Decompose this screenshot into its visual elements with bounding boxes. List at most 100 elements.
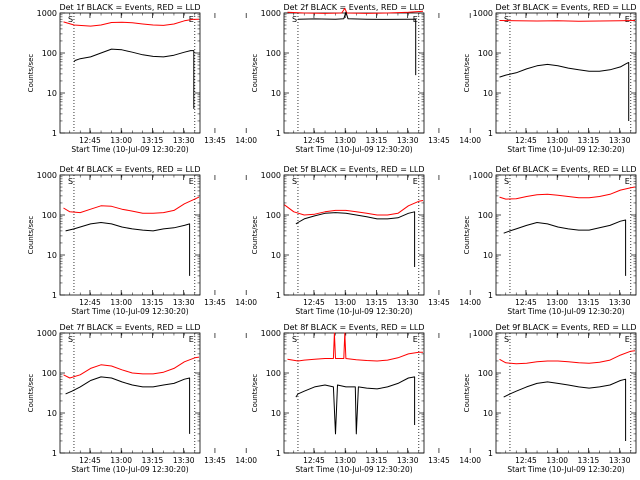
x-axis-label: Start Time (10-Jul-09 12:30:20): [295, 145, 412, 154]
start-marker-label: S: [68, 335, 73, 344]
start-marker-label: S: [292, 15, 297, 24]
y-tick-label: 1: [52, 449, 57, 458]
x-tick-label: 13:30: [397, 298, 419, 307]
plot-frame: [495, 332, 637, 454]
x-tick-label: 12:45: [79, 136, 101, 145]
x-tick-label: 12:45: [515, 456, 537, 465]
plot-frame: [495, 174, 637, 296]
end-marker-label: E: [625, 15, 630, 24]
x-tick-label: 13:15: [366, 456, 388, 465]
y-tick-label: 1000: [473, 9, 493, 18]
end-marker-label: E: [189, 177, 194, 186]
panel-8: Det 8f BLACK = Events, RED = LLD 1 10 100 10…: [251, 323, 481, 474]
panel-3: Det 3f BLACK = Events, RED = LLD 1 10 100 10…: [463, 3, 637, 154]
panel-title: Det 9f BLACK = Events, RED = LLD: [495, 323, 636, 332]
series-events: [295, 211, 416, 267]
x-tick-label: 12:45: [515, 136, 537, 145]
x-tick-label: 13:00: [546, 136, 568, 145]
start-marker-label: S: [68, 15, 73, 24]
y-tick-label: 1000: [37, 9, 57, 18]
y-tick-label: 100: [478, 211, 493, 220]
x-tick-label: 13:00: [546, 456, 568, 465]
series-events: [73, 48, 195, 109]
end-marker-label: E: [625, 335, 630, 344]
plot-frame: [59, 12, 201, 134]
x-tick-label: 13:45: [204, 136, 226, 145]
y-axis-label: Counts/sec: [463, 216, 471, 255]
panel-title: Det 1f BLACK = Events, RED = LLD: [59, 3, 200, 12]
x-tick-label: 13:00: [334, 298, 356, 307]
panel-title: Det 5f BLACK = Events, RED = LLD: [283, 165, 424, 174]
start-marker-label: S: [292, 335, 297, 344]
series-lld: [287, 7, 424, 14]
x-tick-label: 12:45: [303, 456, 325, 465]
y-tick-label: 10: [483, 89, 493, 98]
y-tick-label: 100: [42, 49, 57, 58]
y-tick-label: 1: [276, 291, 281, 300]
x-tick-label: 14:00: [235, 456, 257, 465]
y-tick-label: 1000: [261, 9, 281, 18]
y-tick-label: 1000: [261, 171, 281, 180]
x-tick-label: 14:00: [459, 456, 481, 465]
series-events: [503, 219, 627, 276]
y-axis-label: Counts/sec: [463, 374, 471, 413]
x-tick-label: 13:30: [397, 456, 419, 465]
x-axis-label: Start Time (10-Jul-09 12:30:20): [71, 307, 188, 316]
x-tick-label: 13:00: [110, 298, 132, 307]
y-tick-label: 10: [483, 251, 493, 260]
series-events: [503, 378, 627, 441]
panel-title: Det 8f BLACK = Events, RED = LLD: [283, 323, 424, 332]
series-lld: [287, 332, 423, 362]
y-tick-label: 100: [478, 369, 493, 378]
y-tick-label: 1: [488, 449, 493, 458]
start-marker-label: S: [68, 177, 73, 186]
y-tick-label: 1000: [473, 171, 493, 180]
y-tick-label: 100: [266, 49, 281, 58]
plot-frame: [59, 174, 201, 296]
y-tick-label: 1000: [37, 171, 57, 180]
x-tick-label: 14:00: [235, 136, 257, 145]
x-tick-label: 13:15: [578, 298, 600, 307]
x-tick-label: 12:45: [79, 298, 101, 307]
y-tick-label: 1000: [261, 329, 281, 338]
y-axis-label: Counts/sec: [251, 374, 259, 413]
y-axis-label: Counts/sec: [27, 374, 35, 413]
panel-title: Det 4f BLACK = Events, RED = LLD: [59, 165, 200, 174]
series-events: [297, 11, 417, 76]
x-tick-label: 13:45: [428, 298, 450, 307]
series-events: [499, 62, 630, 121]
panel-6: Det 6f BLACK = Events, RED = LLD 1 10 100 10…: [463, 165, 637, 316]
end-marker-label: E: [189, 335, 194, 344]
y-tick-label: 10: [271, 89, 281, 98]
x-tick-label: 13:15: [366, 298, 388, 307]
x-tick-label: 13:45: [428, 136, 450, 145]
y-tick-label: 100: [266, 369, 281, 378]
x-tick-label: 13:30: [173, 298, 195, 307]
panel-9: Det 9f BLACK = Events, RED = LLD 1 10 100 10…: [463, 323, 637, 474]
series-lld: [499, 186, 636, 200]
x-tick-label: 13:00: [334, 136, 356, 145]
plot-frame: [283, 332, 425, 454]
x-tick-label: 13:00: [546, 298, 568, 307]
end-marker-label: E: [413, 335, 418, 344]
x-tick-label: 14:00: [235, 298, 257, 307]
x-tick-label: 12:45: [303, 298, 325, 307]
panel-title: Det 2f BLACK = Events, RED = LLD: [283, 3, 424, 12]
panel-5: Det 5f BLACK = Events, RED = LLD 1 10 100 10…: [251, 165, 481, 316]
x-tick-label: 13:00: [110, 136, 132, 145]
x-tick-label: 13:45: [204, 456, 226, 465]
series-events: [295, 376, 416, 435]
y-tick-label: 1: [488, 291, 493, 300]
end-marker-label: E: [413, 177, 418, 186]
y-tick-label: 10: [271, 409, 281, 418]
y-tick-label: 100: [42, 211, 57, 220]
x-tick-label: 12:45: [515, 298, 537, 307]
start-marker-label: S: [504, 15, 509, 24]
y-axis-label: Counts/sec: [27, 54, 35, 93]
y-tick-label: 1000: [473, 329, 493, 338]
x-tick-label: 13:15: [366, 136, 388, 145]
series-events: [65, 376, 191, 434]
y-axis-label: Counts/sec: [463, 54, 471, 93]
y-tick-label: 100: [478, 49, 493, 58]
